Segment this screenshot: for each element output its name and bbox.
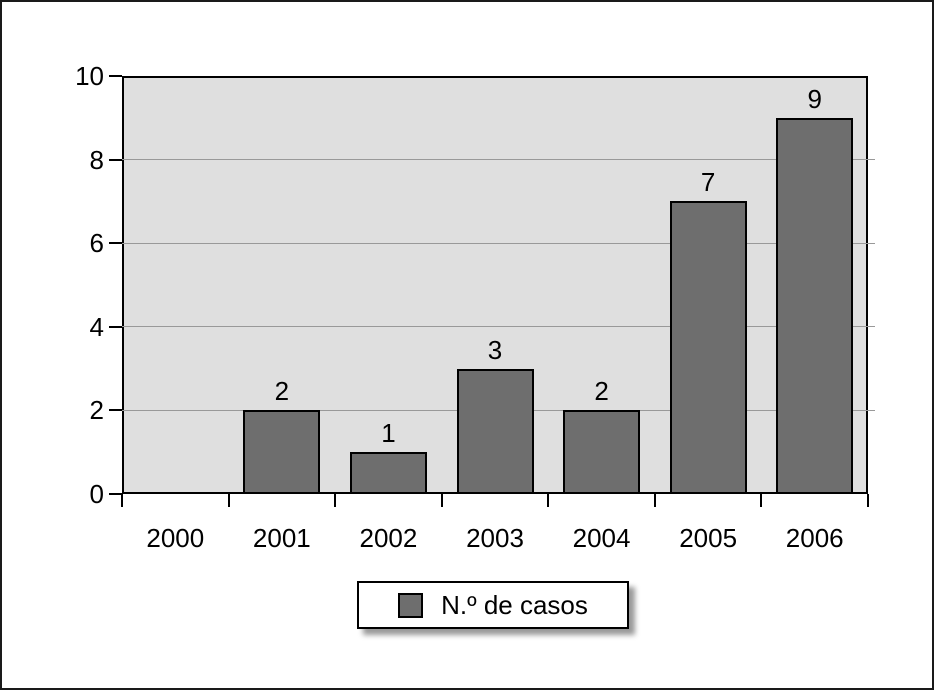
bar-2001	[243, 410, 321, 494]
y-axis-tick	[109, 325, 122, 328]
legend-label: N.º de casos	[441, 590, 588, 620]
x-axis-tick	[653, 494, 656, 507]
legend: N.º de casos	[357, 581, 629, 629]
x-axis-tick	[867, 494, 869, 507]
bar-2004	[563, 410, 641, 494]
y-axis-tick-label: 0	[89, 479, 104, 509]
gridline	[122, 242, 868, 244]
y-axis-tick	[109, 158, 122, 161]
y-axis-right-tick	[868, 242, 875, 244]
x-axis-tick	[334, 494, 337, 507]
y-axis-tick-label: 6	[89, 228, 104, 259]
x-axis-category-label: 2002	[359, 523, 418, 553]
gridline	[122, 159, 868, 161]
y-axis-tick	[109, 242, 122, 245]
legend-series-swatch-icon	[398, 592, 424, 618]
bar-value-label: 2	[274, 376, 290, 407]
x-axis-tick	[440, 494, 443, 507]
bar-value-label: 3	[487, 334, 503, 365]
bar-2006	[776, 117, 854, 494]
bar-2002	[349, 452, 427, 494]
x-axis-category-label: 2003	[466, 523, 524, 553]
x-axis-category-label: 2004	[572, 523, 631, 553]
x-axis-tick	[227, 494, 230, 507]
x-axis-category-label: 2006	[785, 523, 844, 553]
y-axis-tick	[109, 409, 122, 412]
x-axis-tick	[121, 494, 123, 507]
x-axis-tick	[547, 494, 550, 507]
y-axis-tick	[109, 493, 122, 495]
gridline	[122, 326, 868, 328]
x-axis-tick	[760, 494, 763, 507]
y-axis-tick-label: 8	[89, 144, 104, 175]
bar-value-label: 1	[381, 418, 396, 449]
y-axis-tick-label: 2	[89, 395, 104, 426]
y-axis-tick-label: 4	[89, 311, 104, 342]
y-axis-right-tick	[868, 326, 875, 328]
bar-2005	[669, 201, 747, 494]
y-axis-tick-label: 10	[75, 61, 104, 91]
y-axis-right-tick	[868, 409, 875, 411]
bar-value-label: 2	[594, 376, 609, 407]
bar-value-label: 9	[807, 83, 822, 114]
x-axis-category-label: 2000	[146, 523, 205, 553]
bar-value-label: 7	[700, 167, 716, 198]
x-axis-category-label: 2005	[679, 523, 738, 553]
y-axis-tick	[109, 75, 122, 77]
bar-2003	[456, 368, 534, 494]
x-axis-category-label: 2001	[252, 523, 311, 553]
y-axis-right-tick	[868, 159, 875, 161]
